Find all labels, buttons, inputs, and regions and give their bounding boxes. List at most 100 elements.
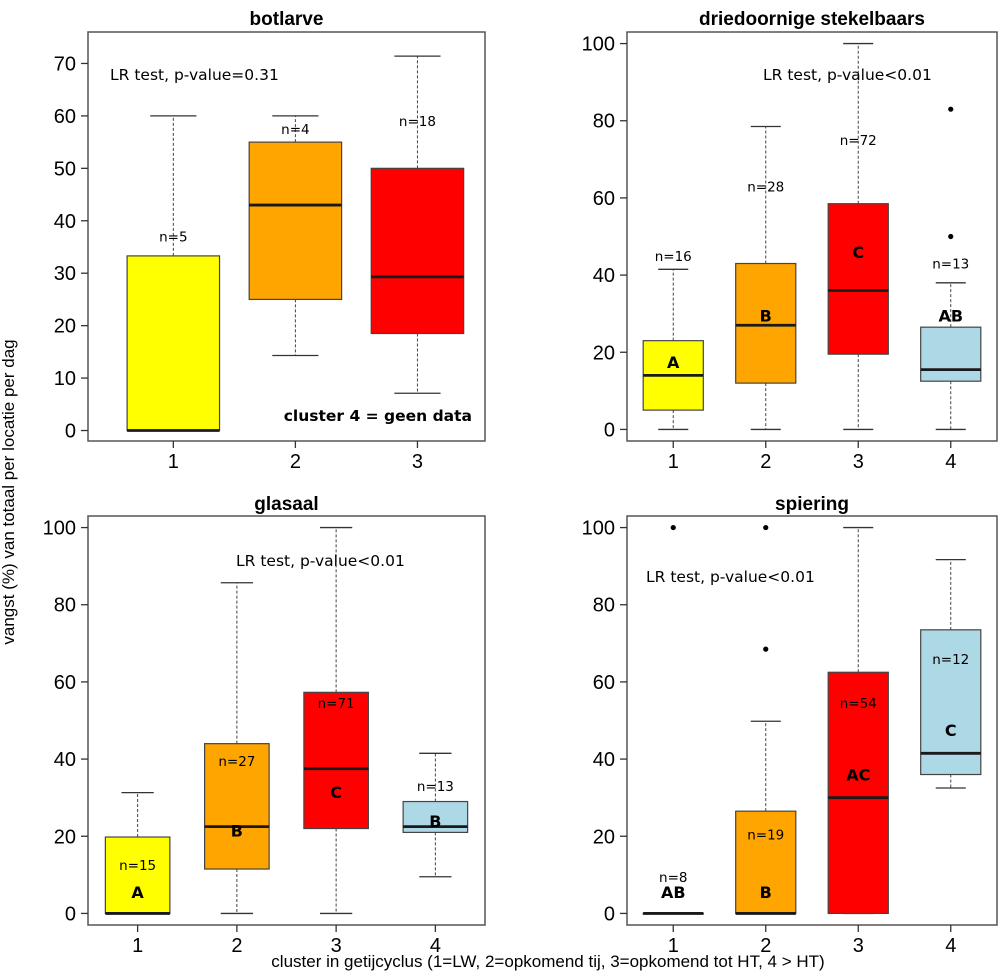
sample-size-label: n=15 <box>119 858 156 874</box>
x-tick-label: 3 <box>853 451 864 473</box>
sample-size-label: n=28 <box>747 179 784 195</box>
y-tick-label: 100 <box>582 34 615 56</box>
iqr-box <box>370 167 465 335</box>
box-cluster-4: 4 n=13 AB <box>920 106 982 473</box>
significance-letter: C <box>330 783 342 802</box>
y-tick-label: 50 <box>54 158 76 180</box>
x-tick-label: 4 <box>945 451 956 473</box>
significance-letter: AB <box>938 307 963 326</box>
sample-size-label: n=71 <box>318 696 355 712</box>
panel-title: spiering <box>775 494 849 515</box>
y-tick-label: 40 <box>54 749 76 771</box>
iqr-box <box>303 691 369 830</box>
y-tick-label: 100 <box>582 518 615 540</box>
significance-letter: A <box>131 883 144 902</box>
y-tick-label: 10 <box>54 368 76 390</box>
box-cluster-2: 2 n=19 B <box>735 524 797 957</box>
sample-size-label: n=54 <box>840 696 877 712</box>
significance-letter: AC <box>846 766 870 785</box>
plot-frame <box>87 515 486 926</box>
panel-note: cluster 4 = geen data <box>284 407 472 425</box>
y-tick-label: 60 <box>54 672 76 694</box>
panel-title: driedoornige stekelbaars <box>699 9 925 30</box>
y-tick-label: 100 <box>43 518 76 540</box>
y-tick-label: 60 <box>593 188 615 210</box>
x-tick-label: 1 <box>668 451 679 473</box>
panel-spiering: spiering 0 20 40 60 80 100 1 n=8AB 2 n=19 B 3 n=54 AC 4… <box>582 494 998 957</box>
panel-glasaal: glasaal 0 20 40 60 80 100 1 n=15 A 2 n=27 B 3 n=71 C 4 n=… <box>43 494 486 957</box>
x-tick-label: 1 <box>132 935 143 957</box>
box-cluster-2: 2 n=28 B <box>735 125 797 473</box>
iqr-box <box>827 671 889 915</box>
box-cluster-1: 1 n=5 <box>126 115 221 473</box>
y-tick-label: 80 <box>593 595 615 617</box>
iqr-box <box>920 326 982 382</box>
outlier-point <box>763 646 769 652</box>
y-tick-label: 60 <box>54 106 76 128</box>
y-tick-label: 20 <box>593 826 615 848</box>
outlier-point <box>948 106 954 112</box>
y-tick-label: 80 <box>54 595 76 617</box>
iqr-box <box>104 836 171 915</box>
panel-stekelbaars: driedoornige stekelbaars 0 20 40 60 80 100 1 n=1… <box>582 9 998 473</box>
outlier-point <box>763 524 769 531</box>
iqr-box <box>827 203 889 355</box>
sample-size-label: n=4 <box>281 122 309 138</box>
sample-size-label: n=16 <box>655 249 692 265</box>
y-tick-label: 0 <box>604 903 615 925</box>
panel-botlarve: botlarve 0 10 20 30 40 50 60 70 1 n=5 2 n=4 3 n=18 LR t… <box>54 9 486 473</box>
y-tick-label: 0 <box>65 903 76 925</box>
y-tick-label: 80 <box>593 111 615 133</box>
x-tick-label: 1 <box>168 451 179 473</box>
significance-letter: B <box>760 307 772 326</box>
x-tick-label: 2 <box>290 451 301 473</box>
sample-size-label: n=72 <box>840 133 877 149</box>
y-tick-label: 0 <box>604 419 615 441</box>
box-cluster-1: 1 n=8AB <box>642 524 704 957</box>
significance-letter: C <box>945 721 957 740</box>
x-tick-label: 2 <box>760 451 771 473</box>
lr-test-label: LR test, p-value=0.31 <box>110 66 279 84</box>
plot-frame <box>626 515 998 926</box>
x-tick-label: 4 <box>945 935 956 957</box>
x-tick-label: 1 <box>668 935 679 957</box>
y-tick-label: 40 <box>593 265 615 287</box>
plot-frame <box>626 31 998 442</box>
plot-frame <box>87 31 486 442</box>
sample-size-label: n=5 <box>159 230 187 246</box>
iqr-box <box>248 141 343 301</box>
y-tick-label: 70 <box>54 53 76 75</box>
significance-letter: B <box>760 883 772 902</box>
iqr-box <box>204 743 270 870</box>
y-tick-label: 0 <box>65 421 76 443</box>
box-cluster-2: 2 n=27 B <box>204 582 270 957</box>
box-cluster-2: 2 n=4 <box>248 115 343 473</box>
y-tick-label: 60 <box>593 672 615 694</box>
box-cluster-3: 3 n=18 <box>370 55 465 473</box>
box-cluster-3: 3 n=54 AC <box>827 526 889 957</box>
y-axis-label: vangst (%) van totaal per locatie per da… <box>0 339 18 644</box>
y-tick-label: 30 <box>54 263 76 285</box>
box-cluster-4: 4 n=13 B <box>402 752 469 957</box>
sample-size-label: n=13 <box>932 257 969 273</box>
x-tick-label: 2 <box>231 935 242 957</box>
x-tick-label: 3 <box>331 935 342 957</box>
x-tick-label: 2 <box>760 935 771 957</box>
iqr-box <box>920 629 982 776</box>
y-tick-label: 40 <box>593 749 615 771</box>
panel-title: glasaal <box>254 494 318 515</box>
significance-letter: A <box>667 353 680 372</box>
outlier-point <box>948 233 954 240</box>
outlier-point <box>670 524 676 531</box>
sample-size-label: n=13 <box>417 779 454 795</box>
sample-size-label: n=27 <box>218 754 255 770</box>
significance-letter: B <box>231 821 243 840</box>
lr-test-label: LR test, p-value<0.01 <box>763 66 932 84</box>
x-tick-label: 3 <box>412 451 423 473</box>
sample-size-label: n=12 <box>932 652 969 668</box>
significance-letter: C <box>852 243 864 262</box>
box-cluster-1: 1 n=16 A <box>642 249 704 473</box>
lr-test-label: LR test, p-value<0.01 <box>236 552 405 570</box>
